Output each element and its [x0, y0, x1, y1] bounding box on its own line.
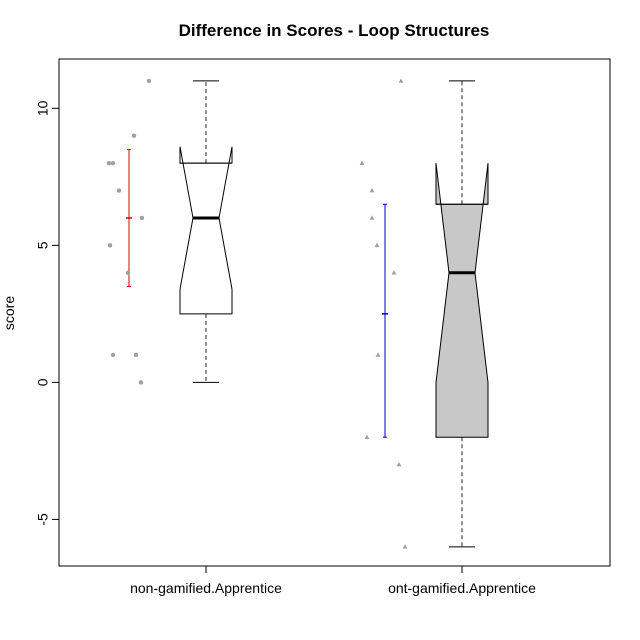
box-groups [106, 78, 489, 549]
data-point [107, 243, 113, 248]
notched-box [179, 146, 233, 315]
x-tick-label: ont-gamified.Apprentice [388, 580, 536, 596]
data-point [369, 215, 375, 220]
data-point [110, 352, 116, 358]
data-point [391, 270, 397, 275]
data-point [133, 352, 139, 358]
x-axis: non-gamified.Apprentice ont-gamified.Appr… [130, 565, 536, 596]
data-point [375, 352, 381, 357]
box-group-0 [106, 78, 233, 385]
data-point [125, 270, 131, 275]
data-point [106, 160, 112, 166]
data-point [364, 434, 370, 439]
chart-title: Difference in Scores - Loop Structures [179, 21, 490, 40]
y-tick-label: 5 [35, 241, 51, 249]
y-axis: -5 0 5 10 [35, 100, 60, 526]
data-point [110, 160, 116, 166]
data-point [138, 380, 144, 385]
plot-frame [58, 58, 611, 567]
data-point [131, 133, 137, 138]
y-tick-label: 0 [35, 378, 51, 386]
data-point [369, 187, 375, 193]
y-tick-label: -5 [35, 513, 51, 526]
data-point [146, 78, 152, 84]
data-point [359, 160, 365, 165]
data-point [139, 215, 145, 221]
box-group-1 [359, 78, 489, 549]
data-point [402, 544, 408, 549]
y-axis-label: score [1, 296, 17, 330]
x-tick-label: non-gamified.Apprentice [130, 580, 282, 596]
data-point [396, 462, 402, 467]
data-point [374, 242, 380, 248]
y-tick-label: 10 [35, 100, 51, 116]
data-point [116, 188, 122, 193]
data-point [398, 78, 404, 83]
